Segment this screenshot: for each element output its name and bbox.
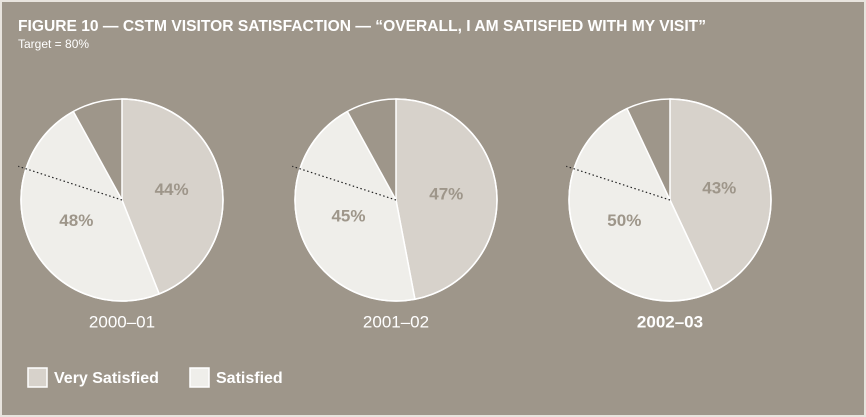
pie-outline (20, 98, 224, 302)
data-label: 50% (607, 211, 641, 230)
category-label: 2000–01 (89, 312, 155, 331)
chart-title: FIGURE 10 — CSTM VISITOR SATISFACTION — … (18, 18, 706, 35)
data-label: 45% (331, 207, 365, 226)
chart-subtitle: Target = 80% (18, 37, 89, 51)
data-label: 43% (702, 178, 736, 197)
legend-swatch (27, 367, 48, 388)
pie-outline (568, 98, 772, 302)
data-label: 47% (429, 185, 463, 204)
legend-label: Satisfied (216, 370, 283, 387)
category-label: 2002–03 (637, 312, 703, 331)
data-label: 48% (59, 211, 93, 230)
pie-outline (294, 98, 498, 302)
data-label: 44% (155, 180, 189, 199)
legend-swatch (189, 367, 210, 388)
legend-label: Very Satisfied (54, 370, 159, 387)
category-label: 2001–02 (363, 312, 429, 331)
